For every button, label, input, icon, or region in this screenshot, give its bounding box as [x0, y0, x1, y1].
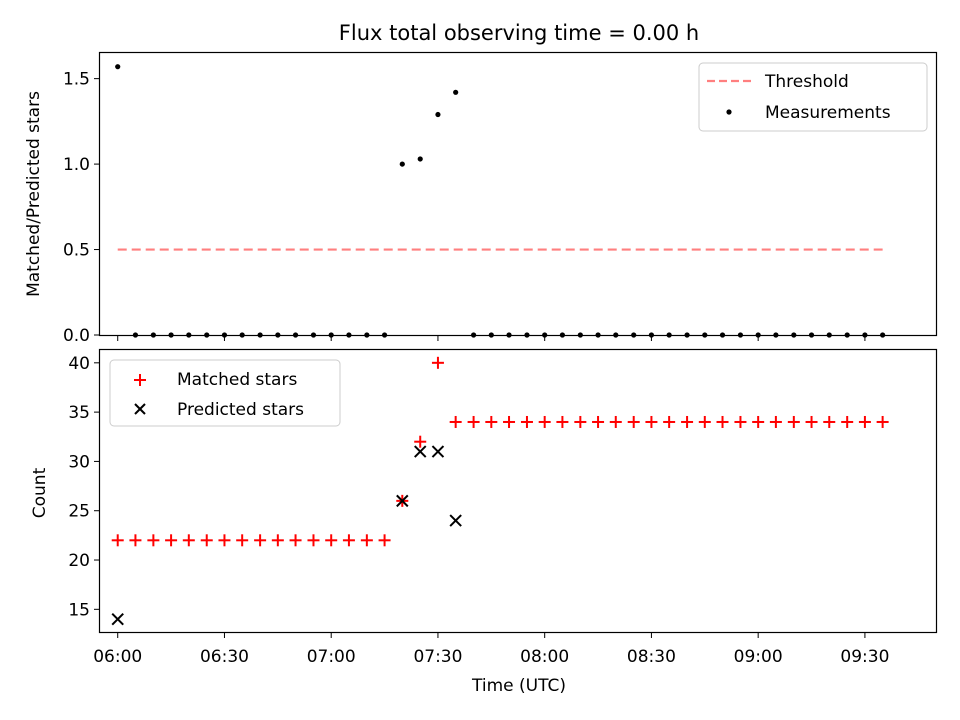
matched-star-marker — [342, 534, 355, 547]
legend-predicted-label: Predicted stars — [177, 400, 304, 420]
x-tick-label: 09:00 — [734, 647, 783, 667]
matched-star-marker — [627, 415, 640, 428]
top-legend: Threshold Measurements — [698, 62, 928, 132]
matched-star-marker — [307, 534, 320, 547]
measurement-point — [399, 161, 405, 167]
matched-star-marker — [574, 415, 587, 428]
predicted-star-marker — [414, 445, 427, 458]
matched-star-marker — [289, 534, 302, 547]
matched-star-marker — [165, 534, 178, 547]
matched-star-marker — [449, 415, 462, 428]
matched-star-marker — [503, 415, 516, 428]
top-y-tick-label: 1.5 — [63, 70, 90, 90]
top-y-tick-label: 0.0 — [63, 326, 90, 346]
x-tick-label: 09:30 — [840, 647, 889, 667]
count-panel: Count Time (UTC) 15 20 25 30 35 40 06:00 06:30… — [30, 348, 938, 696]
matched-star-marker — [858, 415, 871, 428]
matched-star-marker — [805, 415, 818, 428]
bottom-y-tick-label: 40 — [68, 354, 90, 374]
matched-star-marker — [378, 534, 391, 547]
bottom-legend-box — [109, 359, 341, 427]
ratio-panel: Flux total observing time = 0.00 h Match… — [24, 21, 938, 346]
matched-star-marker — [236, 534, 249, 547]
top-y-ticks: 0.0 0.5 1.0 1.5 — [63, 70, 100, 346]
measurement-point — [115, 64, 121, 70]
x-tick-label: 07:30 — [413, 647, 462, 667]
matched-star-marker — [752, 415, 765, 428]
top-legend-box — [698, 62, 928, 132]
legend-measurements-label: Measurements — [765, 103, 891, 123]
x-tick-label: 08:00 — [520, 647, 569, 667]
top-y-tick-label: 1.0 — [63, 155, 90, 175]
bottom-x-ticks: 06:00 06:30 07:00 07:30 08:00 08:30 09:00 09:30 — [93, 632, 889, 667]
matched-star-marker — [414, 435, 427, 448]
x-tick-label: 06:30 — [200, 647, 249, 667]
matched-star-marker — [129, 534, 142, 547]
top-series — [115, 64, 886, 338]
bottom-y-ticks: 15 20 25 30 35 40 — [68, 354, 100, 620]
x-tick-label: 07:00 — [307, 647, 356, 667]
matched-star-marker — [182, 534, 195, 547]
matched-star-marker — [876, 415, 889, 428]
matched-star-marker — [645, 415, 658, 428]
matched-star-marker — [485, 415, 498, 428]
matched-star-marker — [823, 415, 836, 428]
predicted-star-marker — [431, 445, 445, 458]
top-y-axis-label: Matched/Predicted stars — [24, 91, 44, 297]
matched-star-marker — [325, 534, 338, 547]
bottom-y-tick-label: 25 — [68, 502, 90, 522]
legend-threshold-label: Threshold — [764, 72, 849, 92]
bottom-y-tick-label: 20 — [68, 551, 90, 571]
bottom-plot-frame — [98, 348, 938, 634]
matched-star-marker — [556, 415, 569, 428]
matched-star-marker — [769, 415, 782, 428]
matched-star-marker — [681, 415, 694, 428]
bottom-legend: Matched stars Predicted stars — [109, 359, 341, 427]
legend-matched-label: Matched stars — [177, 370, 297, 390]
top-plot-frame — [98, 51, 938, 337]
measurement-point — [453, 89, 459, 95]
matched-star-marker — [592, 415, 605, 428]
measurement-point — [435, 111, 441, 118]
measurements-legend-swatch — [726, 109, 732, 115]
matched-star-marker — [663, 415, 676, 428]
matched-star-marker — [200, 534, 213, 547]
bottom-y-tick-label: 30 — [68, 452, 90, 472]
predicted-star-marker — [396, 494, 409, 508]
matched-star-marker — [841, 415, 854, 428]
matched-star-marker — [467, 415, 480, 428]
matched-star-marker — [431, 356, 444, 369]
matched-star-marker — [271, 534, 284, 547]
matched-star-marker — [360, 534, 373, 547]
matched-star-marker — [254, 534, 267, 547]
matched-star-marker — [538, 415, 551, 428]
matched-legend-swatch — [134, 374, 146, 386]
predicted-star-marker — [449, 514, 462, 527]
bottom-y-tick-label: 35 — [68, 403, 90, 423]
matched-star-marker — [147, 534, 160, 547]
bottom-y-tick-label: 15 — [68, 600, 90, 620]
x-axis-label: Time (UTC) — [471, 676, 566, 696]
x-tick-label: 06:00 — [93, 647, 142, 667]
top-y-tick-label: 0.5 — [63, 241, 90, 261]
x-tick-label: 08:30 — [627, 647, 676, 667]
chart-title: Flux total observing time = 0.00 h — [339, 21, 699, 45]
matched-star-marker — [218, 534, 231, 547]
matched-star-marker — [111, 534, 124, 547]
measurement-point — [417, 156, 423, 162]
matched-star-marker — [609, 415, 622, 428]
matched-star-marker — [698, 415, 711, 428]
bottom-y-axis-label: Count — [30, 467, 50, 518]
matched-star-marker — [716, 415, 729, 428]
predicted-legend-swatch — [134, 403, 146, 415]
matched-star-marker — [787, 415, 800, 428]
matched-star-marker — [734, 415, 747, 428]
matched-star-marker — [520, 415, 533, 428]
predicted-star-marker — [111, 612, 124, 626]
bottom-series — [111, 356, 889, 626]
